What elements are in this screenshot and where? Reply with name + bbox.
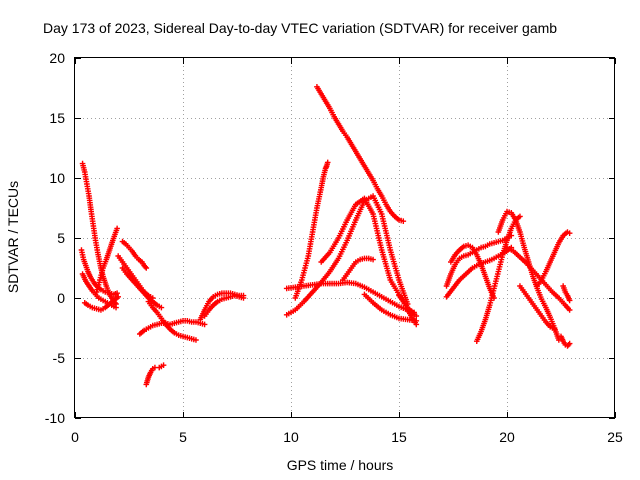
series-arc31: [558, 333, 573, 349]
x-tick-label: 0: [71, 429, 79, 445]
x-tick-label: 20: [499, 429, 515, 445]
y-tick-label: 5: [57, 230, 65, 246]
series-arc22: [396, 292, 420, 328]
series-arc30: [534, 229, 573, 289]
data-point: [370, 256, 376, 263]
data-point: [114, 290, 120, 296]
data-point: [400, 218, 407, 224]
x-tick-label: 5: [179, 429, 187, 445]
series-arc21: [361, 291, 420, 324]
tick-marks: [75, 58, 616, 419]
series-arc17: [292, 159, 331, 301]
data-point: [193, 337, 199, 343]
series-arc26: [473, 213, 523, 344]
series-arc20: [340, 255, 376, 283]
series-arc27: [495, 208, 562, 343]
plot-frame: [74, 57, 615, 418]
y-tick-label: -10: [45, 410, 65, 426]
data-point: [240, 295, 247, 301]
series-arc24: [443, 244, 515, 300]
y-tick-label: 15: [49, 110, 65, 126]
grid: [75, 58, 615, 418]
series-arc5: [81, 294, 121, 313]
y-tick-label: 10: [49, 170, 65, 186]
series-arc23: [443, 232, 515, 289]
x-tick-label: 25: [607, 429, 623, 445]
series-arc10: [137, 318, 208, 337]
data-point: [551, 326, 558, 332]
series-arc4: [93, 225, 120, 295]
series-arc18: [314, 84, 407, 224]
x-tick-label: 10: [283, 429, 299, 445]
y-axis-label: SDTVAR / TECUs: [5, 181, 21, 293]
series-arc14: [201, 292, 247, 319]
series-arc6: [119, 238, 150, 271]
data-point: [201, 321, 208, 328]
data-point: [115, 294, 121, 300]
data-point: [113, 304, 119, 311]
data-point: [324, 159, 331, 166]
data-point: [158, 304, 165, 311]
data-point: [413, 313, 420, 319]
series-arc8: [119, 265, 165, 311]
series-arc28: [504, 244, 573, 313]
series-arc12: [156, 362, 167, 371]
y-tick-label: 0: [57, 290, 65, 306]
data-point: [114, 225, 120, 232]
series-arc32: [560, 283, 573, 304]
data-point: [566, 230, 573, 236]
chart-title: Day 173 of 2023, Sidereal Day-to-day VTE…: [43, 20, 557, 36]
data-points: [78, 84, 573, 388]
series-arc25: [448, 242, 497, 301]
data-point: [143, 265, 150, 271]
data-point: [566, 340, 573, 347]
y-tick-label: -5: [53, 350, 66, 366]
data-point: [566, 307, 573, 313]
series-arc19: [318, 195, 420, 319]
x-axis-label: GPS time / hours: [287, 457, 394, 473]
x-tick-label: 15: [391, 429, 407, 445]
series-arc29: [517, 283, 558, 332]
data-point: [517, 213, 523, 220]
series-arc7: [115, 253, 156, 301]
series-arc15: [283, 279, 417, 316]
y-tick-label: 20: [49, 50, 65, 66]
data-point: [160, 362, 167, 368]
y-axis-tick-labels: -10 -5 0 5 10 15 20: [45, 50, 65, 426]
data-point: [566, 297, 573, 304]
x-axis-tick-labels: 0 5 10 15 20 25: [71, 429, 623, 445]
data-point: [413, 321, 420, 328]
series-arc11: [143, 364, 158, 388]
